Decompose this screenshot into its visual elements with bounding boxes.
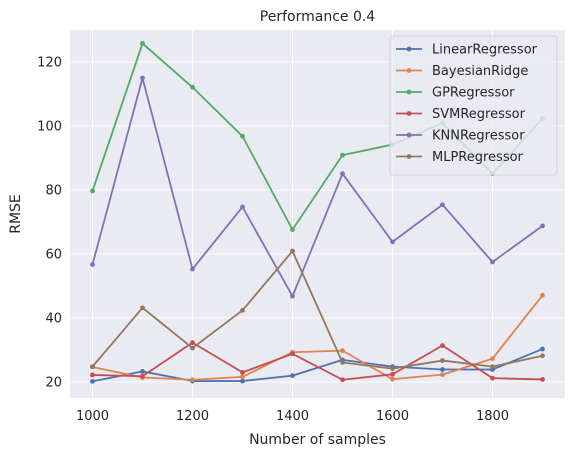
data-point-mlpregressor: [140, 305, 145, 311]
x-tick-label: 1200: [176, 409, 209, 424]
data-point-knnregressor: [540, 223, 545, 229]
legend-marker: [406, 68, 412, 73]
data-point-knnregressor: [440, 202, 445, 208]
x-tick-label: 1800: [476, 409, 509, 424]
data-point-linearregressor: [440, 367, 445, 372]
data-point-linearregressor: [240, 378, 245, 384]
series-line-knnregressor: [91, 77, 544, 298]
legend-label: MLPRegressor: [432, 150, 524, 165]
legend: LinearRegressor BayesianRidge GPRegressor S…: [389, 35, 558, 176]
data-point-gpregressor: [240, 133, 245, 139]
legend-label: GPRegressor: [432, 86, 515, 101]
data-point-knnregressor: [340, 171, 345, 177]
x-tick-label: 1600: [376, 409, 409, 424]
data-point-bayesianridge: [390, 376, 395, 382]
legend-marker: [406, 132, 412, 138]
legend-label: KNNRegressor: [432, 129, 525, 144]
y-tick-label: 60: [45, 248, 62, 263]
x-tick-label: 1000: [76, 409, 109, 424]
x-tick-labels: 1000 1200 1400 1600 1800: [76, 409, 509, 424]
legend-marker: [406, 154, 412, 159]
data-point-gpregressor: [90, 188, 95, 194]
data-point-mlpregressor: [490, 364, 495, 370]
series-lines: [90, 41, 545, 384]
legend-label: BayesianRidge: [432, 64, 528, 79]
data-point-knnregressor: [140, 75, 145, 81]
data-point-svmregressor: [240, 370, 245, 375]
legend-marker: [406, 111, 412, 116]
y-tick-label: 80: [45, 184, 62, 199]
data-point-knnregressor: [190, 266, 195, 272]
data-point-gpregressor: [290, 227, 295, 233]
data-point-svmregressor: [340, 377, 345, 383]
data-point-svmregressor: [90, 372, 95, 378]
data-point-knnregressor: [390, 239, 395, 245]
data-point-bayesianridge: [540, 292, 545, 298]
data-point-svmregressor: [540, 377, 545, 382]
legend-item-gpregressor: GPRegressor: [396, 86, 515, 101]
data-point-gpregressor: [140, 41, 145, 46]
legend-label: LinearRegressor: [432, 43, 538, 58]
data-point-svmregressor: [440, 343, 445, 348]
series-svmregressor: [90, 340, 545, 383]
data-point-linearregressor: [140, 369, 145, 374]
data-point-bayesianridge: [440, 372, 445, 378]
data-point-bayesianridge: [190, 377, 195, 383]
y-tick-label: 40: [45, 312, 62, 327]
data-point-svmregressor: [290, 351, 295, 357]
data-point-mlpregressor: [90, 364, 95, 370]
legend-label: SVMRegressor: [432, 107, 526, 122]
data-point-bayesianridge: [240, 374, 245, 380]
data-point-linearregressor: [90, 378, 95, 384]
data-point-gpregressor: [190, 84, 195, 90]
y-axis-label: RMSE: [8, 194, 24, 234]
data-point-knnregressor: [240, 204, 245, 210]
legend-item-knnregressor: KNNRegressor: [396, 129, 525, 144]
legend-marker: [406, 89, 412, 95]
data-point-knnregressor: [90, 262, 95, 267]
data-point-mlpregressor: [340, 360, 345, 365]
data-point-bayesianridge: [490, 356, 495, 362]
data-point-svmregressor: [490, 375, 495, 381]
legend-item-mlpregressor: MLPRegressor: [396, 150, 524, 165]
x-axis-label: Number of samples: [249, 432, 386, 448]
y-tick-labels: 20 40 60 80 100 120: [37, 56, 62, 391]
x-tick-label: 1400: [276, 409, 309, 424]
series-knnregressor: [90, 75, 545, 299]
series-mlpregressor: [90, 248, 545, 371]
series-line-bayesianridge: [92, 294, 544, 381]
y-tick-label: 20: [45, 376, 62, 391]
data-point-mlpregressor: [290, 248, 295, 254]
y-tick-label: 100: [37, 120, 62, 135]
legend-item-linearregressor: LinearRegressor: [396, 43, 538, 58]
legend-box: [389, 35, 558, 176]
legend-item-bayesianridge: BayesianRidge: [396, 64, 528, 79]
data-point-linearregressor: [540, 346, 545, 352]
data-point-mlpregressor: [440, 358, 445, 363]
y-tick-label: 120: [37, 56, 62, 71]
data-point-mlpregressor: [390, 366, 395, 371]
data-point-svmregressor: [190, 340, 195, 346]
data-point-knnregressor: [490, 259, 495, 265]
data-point-svmregressor: [140, 373, 145, 379]
chart-title: Performance 0.4: [260, 9, 376, 25]
data-point-bayesianridge: [340, 348, 345, 354]
series-line-mlpregressor: [91, 250, 543, 370]
data-point-linearregressor: [290, 373, 295, 378]
data-point-svmregressor: [390, 371, 395, 377]
legend-item-svmregressor: SVMRegressor: [396, 107, 526, 122]
data-point-mlpregressor: [540, 353, 545, 359]
data-point-gpregressor: [340, 152, 345, 158]
data-point-mlpregressor: [240, 307, 245, 313]
series-line-svmregressor: [92, 341, 543, 381]
data-point-mlpregressor: [190, 345, 195, 351]
legend-marker: [406, 46, 412, 52]
data-point-knnregressor: [290, 293, 295, 299]
